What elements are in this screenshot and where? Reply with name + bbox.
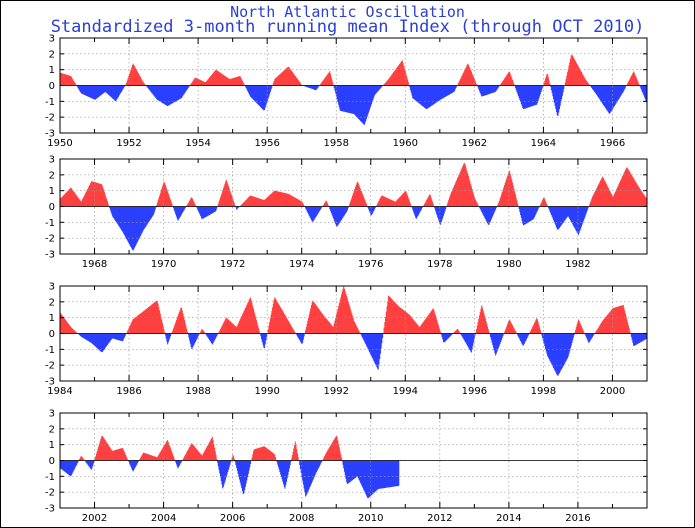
x-tick-label: 1996	[462, 386, 487, 397]
y-tick-label: 0	[49, 81, 55, 92]
x-tick-label: 1988	[185, 386, 210, 397]
positive-anomaly-area-4	[78, 435, 343, 461]
y-tick-label: 2	[49, 424, 55, 435]
y-tick-label: 2	[49, 49, 55, 60]
x-tick-label: 1990	[254, 386, 279, 397]
x-tick-label: 1984	[47, 386, 72, 397]
x-tick-label: 1960	[393, 138, 418, 149]
x-tick-label: 2004	[151, 513, 176, 524]
y-tick-label: -2	[45, 488, 55, 499]
y-tick-label: -1	[45, 345, 55, 356]
x-tick-label: 1950	[47, 138, 72, 149]
x-tick-label: 1958	[324, 138, 349, 149]
x-tick-label: 1954	[185, 138, 210, 149]
x-tick-label: 1956	[254, 138, 279, 149]
x-tick-label: 1970	[151, 259, 176, 270]
y-tick-label: 3	[49, 34, 55, 45]
chart-subtitle: Standardized 3-month running mean Index …	[50, 17, 645, 37]
y-tick-label: -3	[45, 129, 55, 140]
y-tick-label: 1	[49, 440, 55, 451]
x-tick-label: 1968	[82, 259, 107, 270]
x-tick-label: 1986	[116, 386, 141, 397]
chart-title: North Atlantic Oscillation	[230, 3, 465, 21]
x-tick-label: 2014	[496, 513, 521, 524]
y-tick-label: 0	[49, 202, 55, 213]
x-tick-label: 1994	[393, 386, 418, 397]
positive-anomaly-area-1	[60, 54, 640, 86]
x-tick-label: 1972	[220, 259, 245, 270]
y-tick-label: -1	[45, 97, 55, 108]
x-tick-label: 1980	[496, 259, 521, 270]
y-tick-label: -2	[45, 113, 55, 124]
x-tick-label: 1962	[462, 138, 487, 149]
y-tick-label: -1	[45, 472, 55, 483]
negative-anomaly-area-3	[77, 333, 648, 376]
y-tick-label: -2	[45, 361, 55, 372]
y-tick-label: 0	[49, 329, 55, 340]
y-tick-label: -1	[45, 218, 55, 229]
x-tick-label: 1964	[531, 138, 556, 149]
x-tick-label: 2002	[82, 513, 107, 524]
x-tick-label: 1982	[565, 259, 590, 270]
positive-anomaly-area-2	[60, 163, 648, 207]
y-tick-label: 2	[49, 297, 55, 308]
y-tick-label: 1	[49, 313, 55, 324]
x-tick-label: 1974	[289, 259, 314, 270]
y-tick-label: 1	[49, 186, 55, 197]
negative-anomaly-area-1	[76, 85, 648, 125]
x-tick-label: 1978	[427, 259, 452, 270]
negative-anomaly-area-4	[60, 460, 400, 499]
y-tick-label: 1	[49, 65, 55, 76]
negative-anomaly-area-2	[109, 206, 589, 251]
y-tick-label: 0	[49, 456, 55, 467]
y-tick-label: 3	[49, 282, 55, 293]
x-tick-label: 1976	[358, 259, 383, 270]
x-tick-label: 2012	[427, 513, 452, 524]
x-tick-label: 2008	[289, 513, 314, 524]
x-tick-label: 1966	[600, 138, 625, 149]
y-tick-label: -3	[45, 504, 55, 515]
x-tick-label: 2000	[600, 386, 625, 397]
x-tick-label: 2010	[358, 513, 383, 524]
positive-anomaly-area-3	[60, 286, 631, 334]
y-tick-label: -2	[45, 234, 55, 245]
x-tick-label: 2006	[220, 513, 245, 524]
x-tick-label: 1952	[116, 138, 141, 149]
y-tick-label: 3	[49, 155, 55, 166]
y-tick-label: 2	[49, 170, 55, 181]
y-tick-label: -3	[45, 250, 55, 261]
y-tick-label: -3	[45, 377, 55, 388]
x-tick-label: 2016	[565, 513, 590, 524]
x-tick-label: 1992	[324, 386, 349, 397]
y-tick-label: 3	[49, 409, 55, 420]
x-tick-label: 1998	[531, 386, 556, 397]
